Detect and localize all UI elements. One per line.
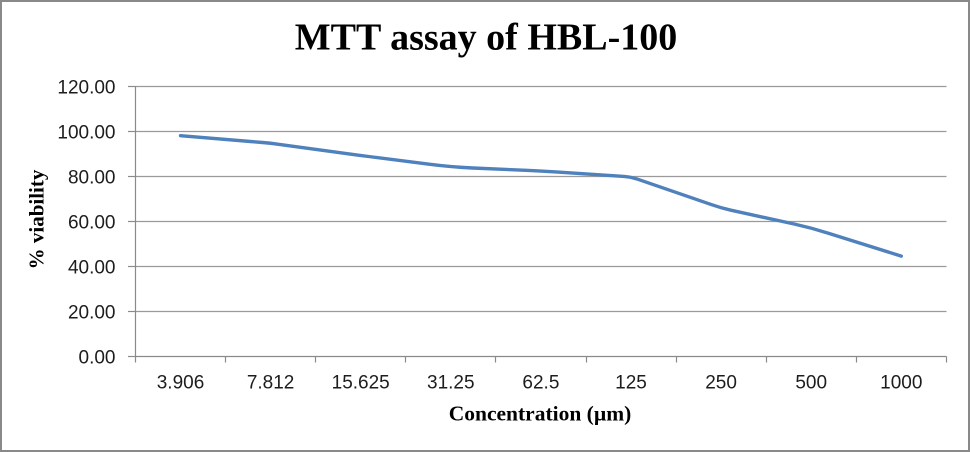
svg-text:80.00: 80.00 xyxy=(68,167,116,188)
svg-text:7.812: 7.812 xyxy=(247,373,295,394)
svg-text:3.906: 3.906 xyxy=(157,373,205,394)
svg-text:Concentration (µm): Concentration (µm) xyxy=(449,402,632,426)
svg-text:40.00: 40.00 xyxy=(68,257,116,278)
svg-text:1000: 1000 xyxy=(880,373,922,394)
svg-text:31.25: 31.25 xyxy=(427,373,475,394)
svg-text:120.00: 120.00 xyxy=(57,77,115,98)
svg-text:62.5: 62.5 xyxy=(522,373,559,394)
svg-text:100.00: 100.00 xyxy=(57,122,115,143)
svg-text:125: 125 xyxy=(615,373,647,394)
svg-text:15.625: 15.625 xyxy=(332,373,390,394)
svg-text:20.00: 20.00 xyxy=(68,302,116,323)
svg-text:60.00: 60.00 xyxy=(68,212,116,233)
svg-text:500: 500 xyxy=(795,373,827,394)
svg-text:% viability: % viability xyxy=(25,169,49,269)
svg-text:MTT assay of HBL-100: MTT assay of HBL-100 xyxy=(295,17,678,59)
svg-text:0.00: 0.00 xyxy=(79,347,116,368)
svg-text:250: 250 xyxy=(705,373,737,394)
